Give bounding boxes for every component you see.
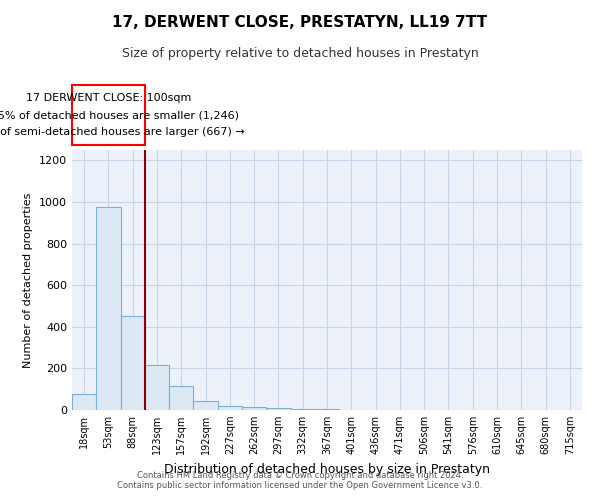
Y-axis label: Number of detached properties: Number of detached properties (23, 192, 34, 368)
Bar (242, 407, 266, 410)
Bar (169, 386, 193, 410)
Text: 17 DERWENT CLOSE: 100sqm: 17 DERWENT CLOSE: 100sqm (26, 93, 191, 103)
Bar (290, 409, 315, 410)
Bar (266, 408, 290, 410)
Bar (193, 400, 218, 410)
Text: Contains HM Land Registry data © Crown copyright and database right 2024.
Contai: Contains HM Land Registry data © Crown c… (118, 470, 482, 490)
Bar (121, 316, 145, 410)
X-axis label: Distribution of detached houses by size in Prestatyn: Distribution of detached houses by size … (164, 462, 490, 475)
Text: ← 65% of detached houses are smaller (1,246): ← 65% of detached houses are smaller (1,… (0, 110, 239, 120)
Bar (218, 406, 242, 410)
Text: 35% of semi-detached houses are larger (667) →: 35% of semi-detached houses are larger (… (0, 127, 245, 137)
Text: 17, DERWENT CLOSE, PRESTATYN, LL19 7TT: 17, DERWENT CLOSE, PRESTATYN, LL19 7TT (112, 15, 488, 30)
Text: Size of property relative to detached houses in Prestatyn: Size of property relative to detached ho… (122, 48, 478, 60)
Bar (96, 207, 121, 410)
Bar (72, 394, 96, 410)
Bar (145, 366, 169, 410)
